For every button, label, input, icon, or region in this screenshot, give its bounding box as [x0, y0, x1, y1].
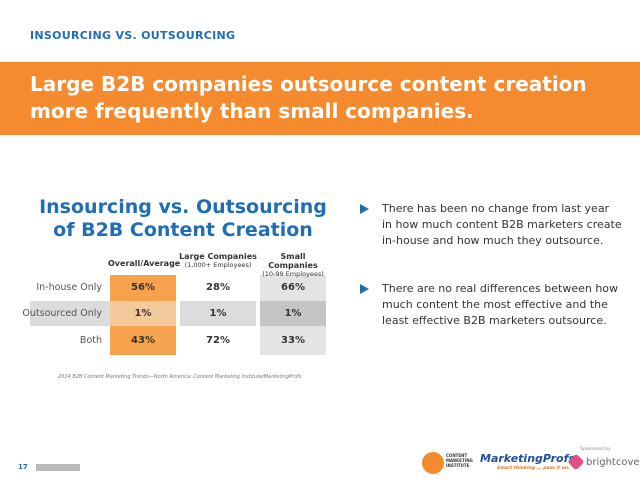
- source-note: 2014 B2B Content Marketing Trends—North …: [58, 374, 302, 380]
- column-header: Overall/Average: [108, 259, 181, 268]
- cell: 1%: [209, 308, 227, 319]
- row-bg: [260, 301, 326, 326]
- column-header: Small Companies (10-99 Employees): [256, 252, 330, 278]
- bullet-text: There has been no change from last year …: [382, 202, 622, 247]
- cell: 1%: [284, 308, 302, 319]
- table-title-line: Insourcing vs. Outsourcing: [39, 196, 327, 218]
- column-note: (1,000+ Employees): [184, 261, 252, 269]
- banner-title: more frequently than small companies.: [30, 99, 474, 123]
- row-label: Outsourced Only: [22, 308, 102, 319]
- cell: 28%: [206, 282, 230, 293]
- column-name: Small Companies: [268, 252, 318, 270]
- footer-badge: [36, 464, 80, 471]
- banner: Large B2B companies outsource content cr…: [0, 62, 640, 135]
- cell: 72%: [206, 335, 230, 346]
- row-bg: [30, 301, 110, 326]
- bullet-icon: [360, 284, 369, 294]
- page-number: 17: [18, 463, 28, 471]
- cell: 33%: [281, 335, 305, 346]
- cell: 1%: [134, 308, 152, 319]
- table-title-line: of B2B Content Creation: [53, 219, 313, 241]
- column-note: (10-99 Employees): [262, 270, 324, 278]
- row-label: Both: [79, 335, 102, 346]
- section-label: INSOURCING VS. OUTSOURCING: [30, 29, 236, 42]
- cell: 66%: [281, 282, 305, 293]
- logo: CONTENT MARKETING INSTITUTE: [446, 453, 473, 468]
- logo: MarketingProfs: [480, 452, 575, 465]
- cell: 43%: [131, 335, 155, 346]
- sponsor-label: Sponsored by: [580, 447, 611, 452]
- logo-tagline: Smart thinking ... pass it on.: [497, 466, 570, 471]
- column-name: Large Companies: [179, 252, 257, 261]
- banner-title: Large B2B companies outsource content cr…: [30, 72, 587, 96]
- bullet-text: There are no real differences between ho…: [382, 282, 619, 327]
- column-header: Large Companies (1,000+ Employees): [178, 252, 258, 269]
- bullet-icon: [360, 204, 369, 214]
- cmi-icon: [422, 452, 444, 474]
- row-label: In-house Only: [36, 282, 102, 293]
- logo: brightcove: [586, 457, 640, 468]
- cell: 56%: [131, 282, 155, 293]
- row-bg: [110, 301, 176, 326]
- row-bg: [180, 301, 256, 326]
